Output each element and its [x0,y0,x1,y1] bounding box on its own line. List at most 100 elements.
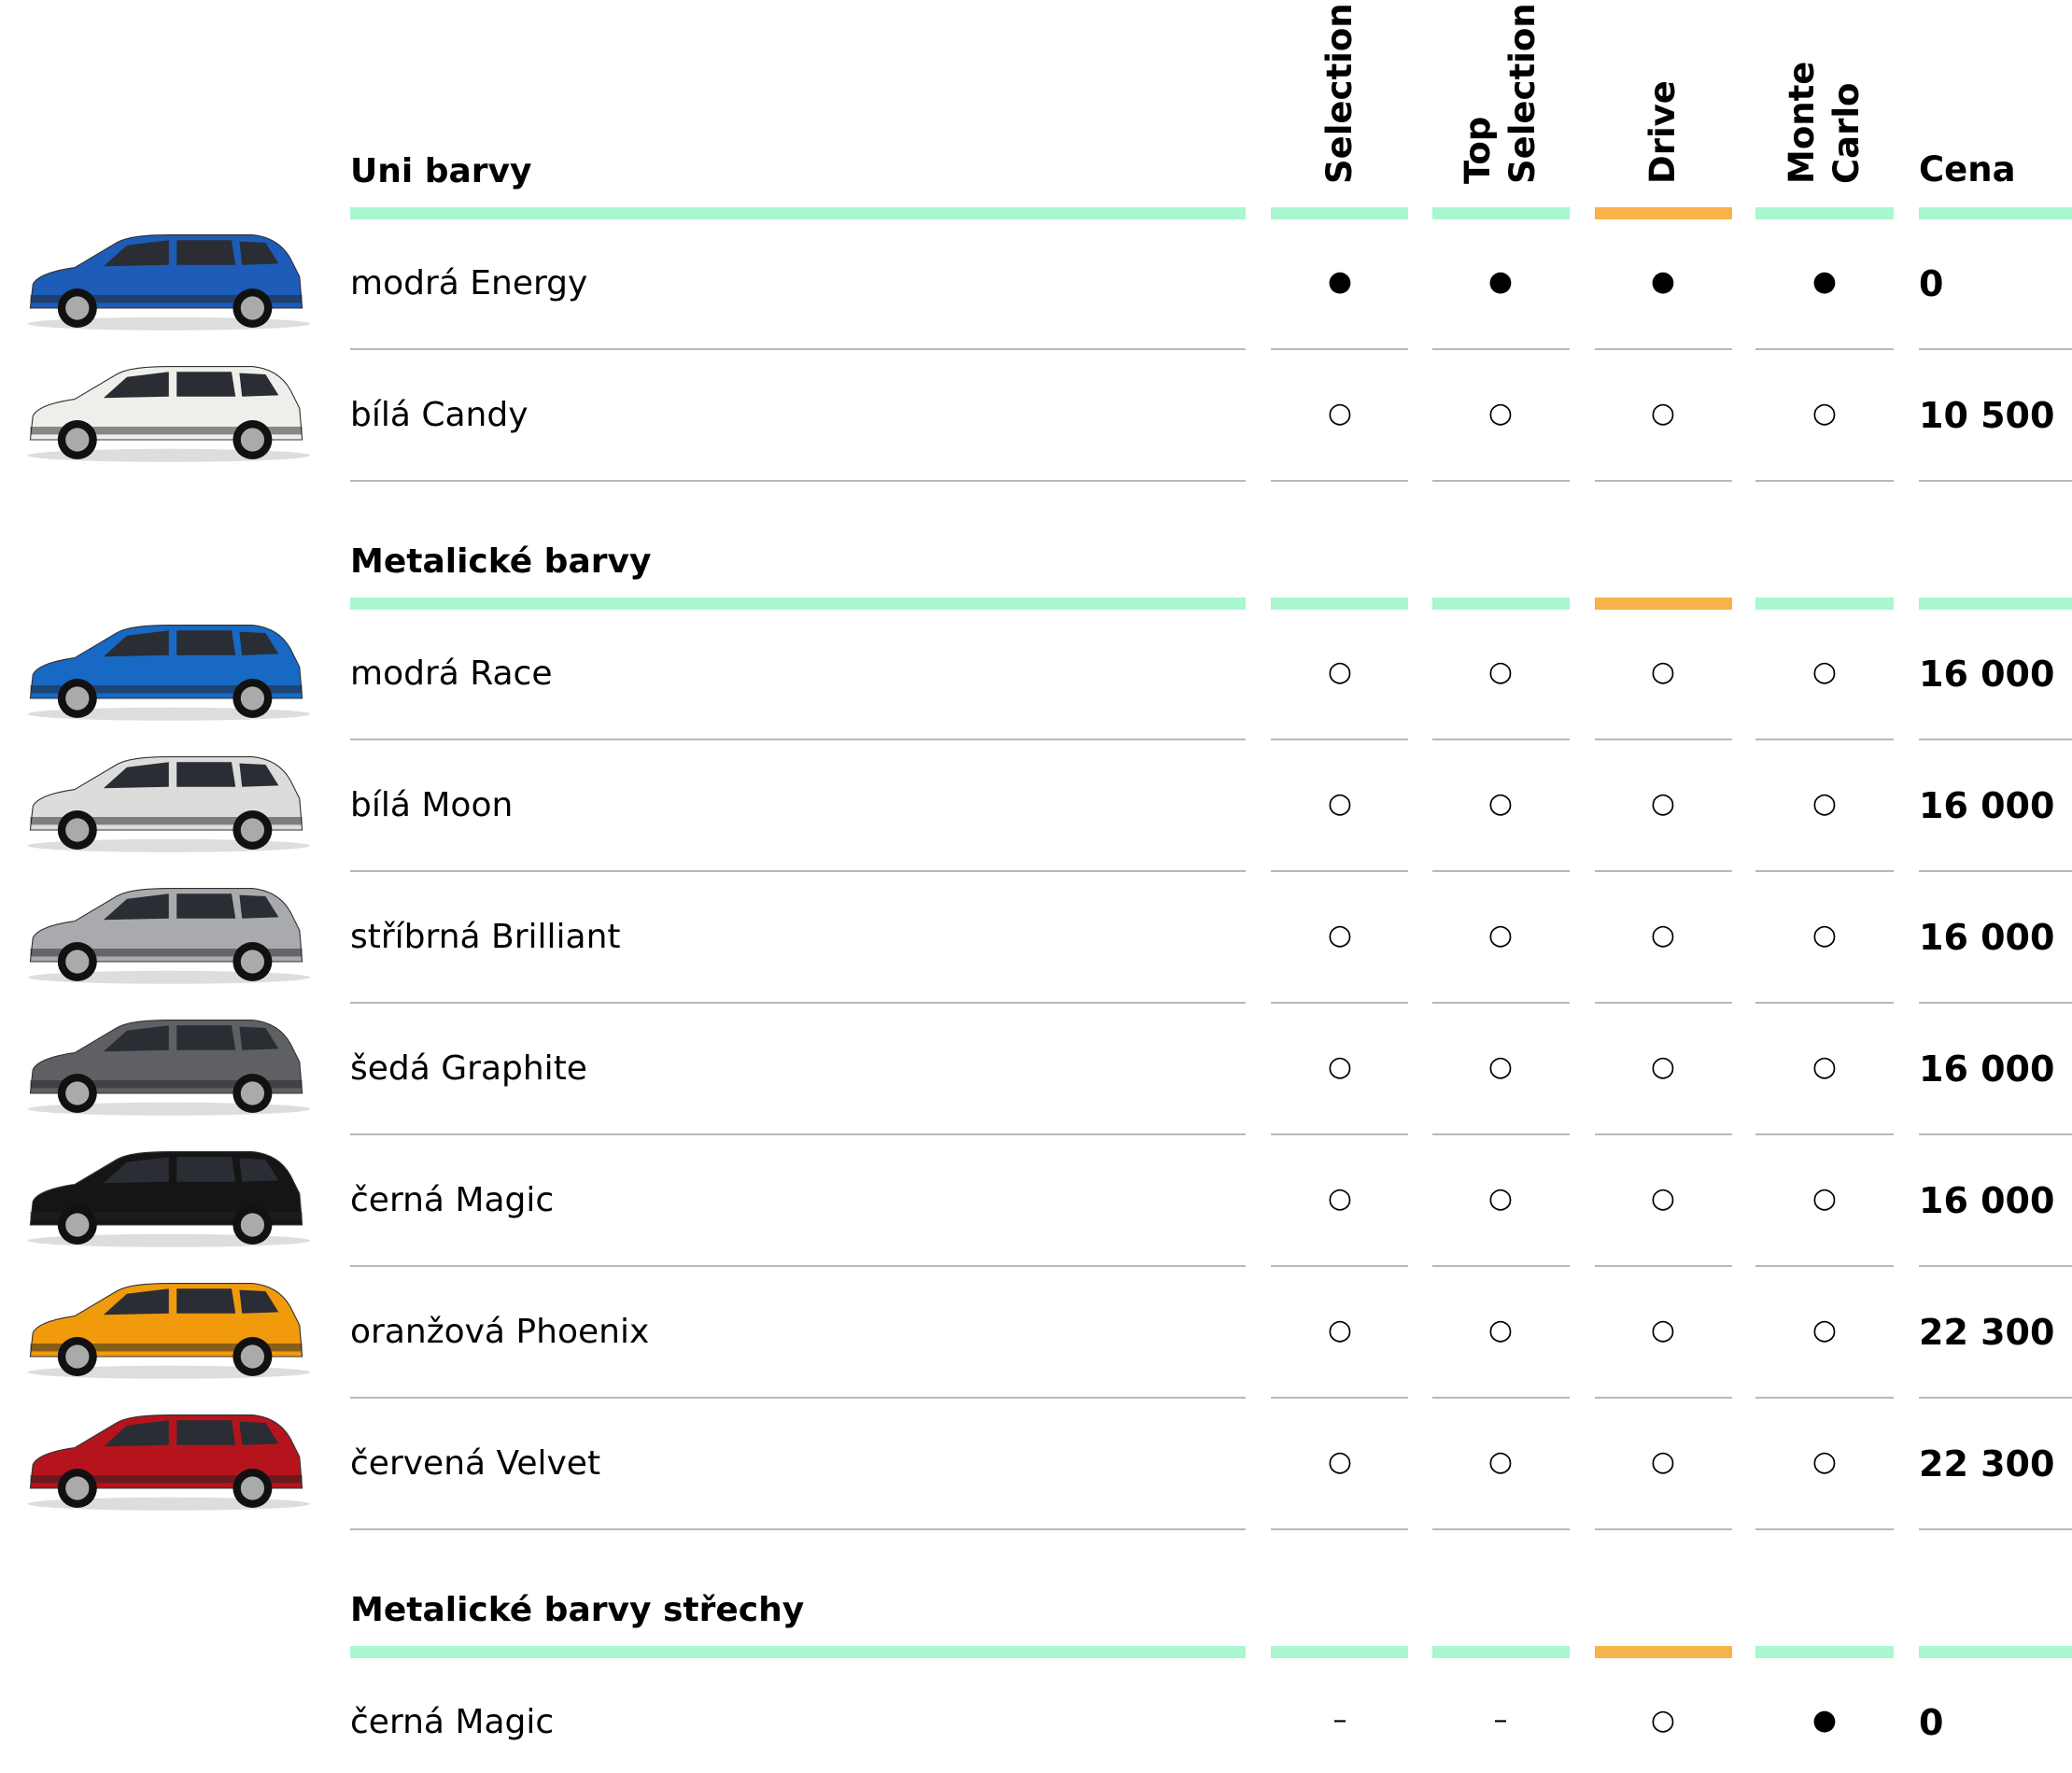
availability: ○ [1303,391,1377,436]
row-divider [1271,480,1408,482]
row-divider [1271,739,1408,740]
row-divider [1595,1002,1732,1004]
column-bar [1755,598,1894,610]
row-divider [1595,1133,1732,1135]
row-divider [350,1265,1246,1267]
color-name: stříbrná Brilliant [350,915,621,960]
row-divider [1755,1002,1894,1004]
row-divider [1755,1133,1894,1135]
availability: ○ [1787,1440,1862,1485]
section-title: Metalické barvy střechy [350,1588,804,1633]
row-divider [350,739,1246,740]
price: 16 000 [1919,1178,2054,1223]
row-divider [1595,348,1732,350]
row-divider [1271,1397,1408,1399]
section-title: Uni barvy [350,149,531,194]
row-divider [1595,739,1732,740]
row-divider [1595,1528,1732,1530]
car-image [22,1278,310,1383]
row-divider [1919,480,2072,482]
column-bar [1919,1646,2072,1658]
column-header: Selection [1318,3,1362,184]
availability: ○ [1463,781,1538,826]
price: 16 000 [1919,783,2054,828]
column-bar [1595,207,1732,219]
row-divider [1271,348,1408,350]
column-bar [1271,598,1408,610]
column-bar [1919,598,2072,610]
row-divider [1595,870,1732,872]
column-header: Drive [1641,80,1685,184]
availability: ○ [1626,1045,1700,1090]
availability: ○ [1463,1176,1538,1221]
color-name: bílá Moon [350,783,513,828]
availability: ○ [1626,1176,1700,1221]
column-header: Top [1456,117,1501,184]
row-divider [350,1002,1246,1004]
row-divider [1919,1528,2072,1530]
price-header: Cena [1919,148,2016,192]
availability: ○ [1463,913,1538,958]
availability: ○ [1787,1176,1862,1221]
price: 16 000 [1919,915,2054,960]
row-divider [1432,1002,1570,1004]
row-divider [1432,1397,1570,1399]
row-divider [1755,870,1894,872]
price: 16 000 [1919,1047,2054,1091]
availability: ○ [1626,781,1700,826]
row-divider [1919,1133,2072,1135]
row-divider [1432,348,1570,350]
row-divider [1432,1133,1570,1135]
row-divider [1919,1002,2072,1004]
column-bar [1271,207,1408,219]
price: 22 300 [1919,1442,2054,1486]
availability: – [1303,1698,1377,1743]
car-image [22,752,310,856]
car-image [22,1410,310,1514]
row-divider [1271,870,1408,872]
availability: ○ [1626,913,1700,958]
car-image [22,1015,310,1119]
page: SelectionTopSelectionDriveMonteCarloCena… [0,0,2072,1773]
availability: ○ [1626,650,1700,695]
price: 0 [1919,261,1943,306]
color-name: černá Magic [350,1700,554,1745]
availability: ○ [1463,1440,1538,1485]
row-divider [1919,870,2072,872]
column-header: Monte [1780,62,1825,184]
availability: ○ [1303,913,1377,958]
row-divider [1755,1265,1894,1267]
color-name: černá Magic [350,1178,554,1223]
availability: ○ [1787,650,1862,695]
row-divider [1432,480,1570,482]
row-divider [1271,1265,1408,1267]
color-name: šedá Graphite [350,1047,587,1091]
availability: ○ [1626,1698,1700,1743]
row-divider [1595,1397,1732,1399]
column-bar [350,207,1246,219]
row-divider [1432,1265,1570,1267]
car-image [22,1147,310,1251]
color-name: oranžová Phoenix [350,1310,649,1355]
column-header: Selection [1501,3,1545,184]
availability: ○ [1463,1045,1538,1090]
color-name: modrá Race [350,652,552,697]
row-divider [1755,480,1894,482]
row-divider [350,1397,1246,1399]
column-bar [1432,207,1570,219]
column-bar [1432,1646,1570,1658]
row-divider [1919,348,2072,350]
availability: ○ [1463,391,1538,436]
row-divider [350,870,1246,872]
color-name: bílá Candy [350,393,529,438]
row-divider [1271,1133,1408,1135]
column-bar [1755,1646,1894,1658]
availability: ● [1463,260,1538,304]
availability: ○ [1787,1045,1862,1090]
availability: ● [1787,1698,1862,1743]
column-header: Carlo [1825,83,1869,184]
row-divider [350,1528,1246,1530]
row-divider [1432,870,1570,872]
column-bar [1595,1646,1732,1658]
column-bar [1755,207,1894,219]
